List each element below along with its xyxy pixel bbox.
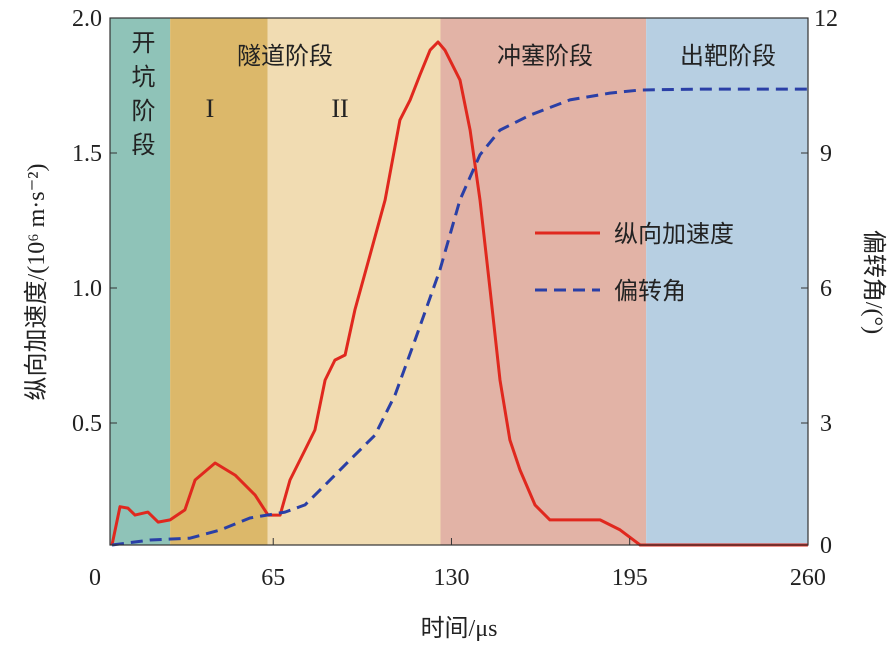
y-right-tick-label: 6: [820, 276, 832, 302]
y-tick-label: 2.0: [72, 6, 102, 32]
y-right-tick-label: 9: [820, 141, 832, 167]
region-label-tunnel: 隧道阶段: [237, 43, 333, 70]
legend: 纵向加速度 偏转角: [535, 221, 734, 305]
y-axis-label-left: 纵向加速度/(10⁶ m·s⁻²): [23, 164, 50, 401]
x-axis-label: 时间/μs: [421, 615, 498, 642]
region-band-4: [646, 18, 808, 545]
legend-label-deflection: 偏转角: [614, 278, 686, 305]
y-tick-label: 1.0: [72, 276, 102, 302]
y-right-tick-label: 12: [814, 6, 838, 32]
y-tick-label: 1.5: [72, 141, 102, 167]
region-label-plug: 冲塞阶段: [497, 43, 593, 70]
region-band-3: [440, 18, 647, 545]
x-tick-label: 0: [89, 565, 101, 591]
y-axis-label-right: 偏转角/(°): [860, 230, 887, 334]
region-band-0: [110, 18, 171, 545]
x-tick-label: 65: [261, 565, 285, 591]
y-right-tick-label: 0: [820, 533, 832, 559]
region-label-tunnel-i: I: [206, 94, 215, 123]
region-label-crater: 开坑阶段: [127, 30, 155, 166]
x-tick-label: 195: [612, 565, 648, 591]
series-line-0: [110, 40, 808, 547]
y-right-tick-label: 3: [820, 411, 832, 437]
x-tick-label: 130: [433, 565, 469, 591]
x-tick-label: 260: [790, 565, 826, 591]
region-band-1: [170, 18, 268, 545]
plot-frame: [109, 17, 809, 546]
series-line-1: [111, 87, 808, 547]
legend-label-acceleration: 纵向加速度: [614, 221, 734, 248]
region-label-exit: 出靶阶段: [680, 43, 776, 70]
y-tick-label: 0.5: [72, 411, 102, 437]
region-band-2: [267, 18, 441, 545]
region-label-tunnel-ii: II: [331, 94, 348, 123]
